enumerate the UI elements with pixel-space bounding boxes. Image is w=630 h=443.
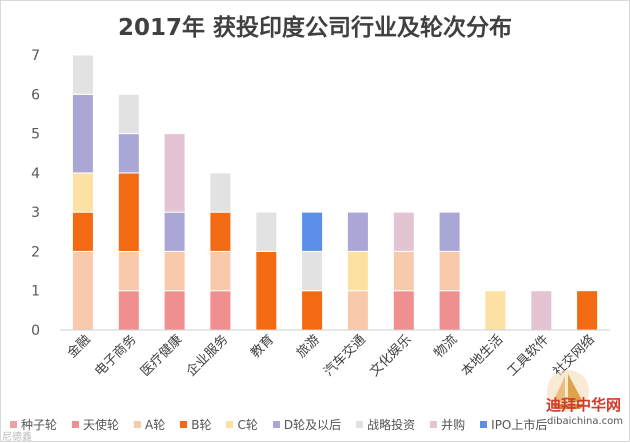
legend-item: IPO上市后 — [480, 416, 547, 433]
bar-segment — [209, 172, 232, 213]
bar-segment — [301, 290, 324, 331]
y-tick-label: 0 — [31, 323, 40, 339]
legend-swatch — [72, 420, 80, 428]
chart-legend: 种子轮 天使轮 A轮 B轮 C轮 D轮及以后 战略投资 并购 IPO上市后 — [10, 413, 610, 435]
legend-item: 战略投资 — [356, 416, 415, 433]
legend-label: 种子轮 — [21, 417, 58, 432]
bar-segment — [576, 290, 599, 331]
legend-label: 并购 — [441, 417, 466, 432]
legend-item: A轮 — [134, 416, 165, 433]
legend-label: 天使轮 — [83, 417, 120, 432]
y-tick-label: 3 — [31, 205, 40, 221]
watermark-logo-url: dibaichina.com — [547, 416, 623, 427]
x-tick-label: 教育 — [247, 332, 277, 362]
x-tick-label: 文化娱乐 — [367, 332, 414, 379]
bar-segment — [392, 290, 415, 331]
bar-segment — [346, 211, 369, 252]
legend-label: B轮 — [191, 417, 212, 432]
bar-segment — [346, 290, 369, 331]
bar-segment — [301, 211, 324, 252]
bar-segment — [117, 133, 140, 174]
bar-segment — [117, 290, 140, 331]
bar-segment — [163, 250, 186, 292]
x-tick-label: 金融 — [64, 332, 94, 362]
legend-swatch — [480, 420, 488, 428]
bar-segment — [117, 93, 140, 135]
bar-segment — [71, 54, 94, 95]
bar-segment — [392, 211, 415, 252]
legend-label: C轮 — [237, 417, 258, 432]
legend-swatch — [272, 420, 280, 428]
bar-segment — [163, 133, 186, 213]
bar-segment — [71, 250, 94, 331]
bar-segment — [71, 172, 94, 213]
bar-segment — [438, 250, 461, 292]
legend-item: D轮及以后 — [272, 416, 342, 433]
y-tick-label: 1 — [31, 284, 40, 300]
legend-label: A轮 — [145, 417, 166, 432]
watermark-text: 尼德鑫 — [2, 432, 32, 443]
legend-swatch — [180, 420, 188, 428]
bar-segment — [163, 211, 186, 252]
legend-label: IPO上市后 — [491, 417, 548, 432]
bar-segment — [438, 211, 461, 252]
legend-item: 并购 — [430, 416, 465, 433]
bar-segment — [255, 250, 278, 331]
bar-segment — [209, 250, 232, 292]
bar-segment — [209, 211, 232, 252]
y-tick-label: 2 — [31, 244, 40, 260]
x-tick-label: 旅游 — [294, 332, 323, 361]
bar-segment — [209, 290, 232, 331]
x-tick-label: 物流 — [431, 332, 460, 361]
x-tick-label: 汽车交通 — [321, 332, 369, 380]
bar-segment — [163, 290, 186, 331]
x-tick-label: 企业服务 — [183, 332, 231, 380]
legend-item: B轮 — [180, 416, 211, 433]
y-tick-label: 5 — [31, 127, 40, 143]
bar-segment — [117, 250, 140, 292]
bar-segment — [71, 211, 94, 252]
bar-segment — [301, 250, 324, 292]
x-tick-label: 本地生活 — [459, 332, 506, 379]
y-tick-label: 6 — [31, 87, 40, 103]
bar-segment — [392, 250, 415, 292]
bar-segment — [530, 290, 553, 331]
x-tick-label: 医疗健康 — [137, 332, 185, 380]
legend-item: 种子轮 — [10, 416, 57, 433]
legend-swatch — [356, 420, 364, 428]
bar-segment — [255, 211, 278, 252]
bar-segment — [438, 290, 461, 331]
y-tick-label: 7 — [31, 48, 40, 64]
legend-swatch — [226, 420, 234, 428]
legend-item: C轮 — [226, 416, 258, 433]
chart-title: 2017年 获投印度公司行业及轮次分布 — [117, 15, 513, 41]
legend-swatch — [430, 420, 438, 428]
legend-label: D轮及以后 — [283, 417, 342, 432]
y-tick-label: 4 — [31, 166, 40, 182]
x-tick-label: 电子商务 — [92, 332, 140, 380]
bar-segment — [71, 93, 94, 174]
watermark-logo: 迪拜中华网 dibaichina.com — [545, 368, 627, 436]
sailboat-icon — [547, 370, 589, 412]
watermark-logo-name: 迪拜中华网 — [545, 396, 621, 414]
legend-item: 天使轮 — [72, 416, 119, 433]
bar-segment — [117, 172, 140, 252]
bar-segment — [346, 250, 369, 292]
legend-label: 战略投资 — [367, 417, 416, 432]
bar-segment — [484, 290, 507, 331]
legend-swatch — [10, 420, 17, 428]
legend-swatch — [134, 420, 142, 428]
